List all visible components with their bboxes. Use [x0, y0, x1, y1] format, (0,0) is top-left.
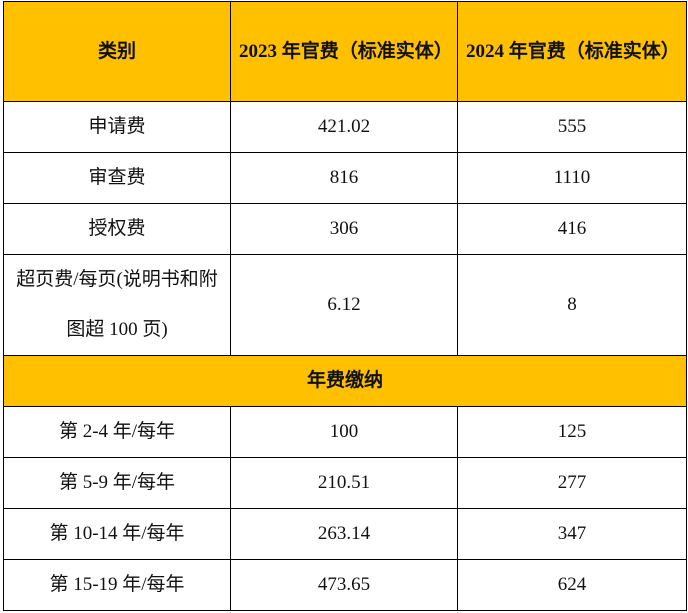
- row-2024: 125: [457, 406, 687, 458]
- table-row: 第 15-19 年/每年 473.65 624: [3, 559, 687, 611]
- table-row: 第 2-4 年/每年 100 125: [3, 406, 687, 458]
- table-row: 授权费 306 416: [3, 203, 687, 255]
- row-2024: 416: [457, 203, 687, 255]
- header-row: 类别 2023 年官费（标准实体） 2024 年官费（标准实体）: [3, 1, 687, 102]
- table-row: 申请费 421.02 555: [3, 101, 687, 153]
- row-2024: 8: [457, 254, 687, 356]
- row-2024: 555: [457, 101, 687, 153]
- table-row: 第 10-14 年/每年 263.14 347: [3, 508, 687, 560]
- row-2023: 210.51: [230, 457, 458, 509]
- row-2023: 100: [230, 406, 458, 458]
- section-row: 年费缴纳: [3, 355, 687, 407]
- row-category: 授权费: [3, 203, 231, 255]
- table-row: 审查费 816 1110: [3, 152, 687, 204]
- row-2023: 6.12: [230, 254, 458, 356]
- header-category: 类别: [3, 1, 231, 102]
- table-row: 第 5-9 年/每年 210.51 277: [3, 457, 687, 509]
- row-2024: 277: [457, 457, 687, 509]
- row-2023: 816: [230, 152, 458, 204]
- row-2023: 263.14: [230, 508, 458, 560]
- fee-table: 类别 2023 年官费（标准实体） 2024 年官费（标准实体） 申请费 421…: [3, 1, 687, 611]
- row-category: 第 15-19 年/每年: [3, 559, 231, 611]
- row-2024: 1110: [457, 152, 687, 204]
- row-2024: 624: [457, 559, 687, 611]
- header-2024: 2024 年官费（标准实体）: [457, 1, 687, 102]
- row-2024: 347: [457, 508, 687, 560]
- section-title: 年费缴纳: [3, 355, 687, 407]
- table-row: 超页费/每页(说明书和附图超 100 页) 6.12 8: [3, 254, 687, 356]
- row-2023: 473.65: [230, 559, 458, 611]
- row-category: 超页费/每页(说明书和附图超 100 页): [3, 254, 231, 356]
- header-2023: 2023 年官费（标准实体）: [230, 1, 458, 102]
- row-category: 第 2-4 年/每年: [3, 406, 231, 458]
- row-category: 申请费: [3, 101, 231, 153]
- row-category: 审查费: [3, 152, 231, 204]
- row-category: 第 10-14 年/每年: [3, 508, 231, 560]
- row-category: 第 5-9 年/每年: [3, 457, 231, 509]
- row-2023: 306: [230, 203, 458, 255]
- row-2023: 421.02: [230, 101, 458, 153]
